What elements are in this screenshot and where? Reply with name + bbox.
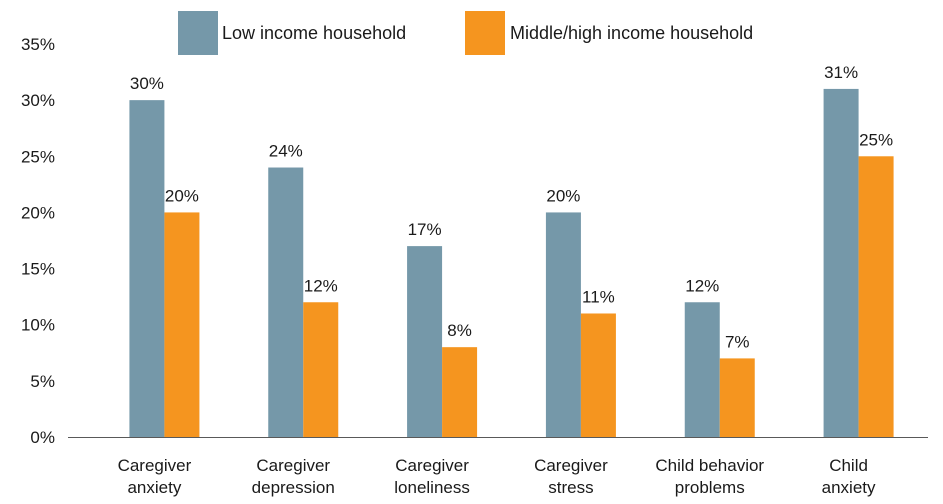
category-label: Child behavior bbox=[655, 456, 764, 475]
y-tick-label: 35% bbox=[21, 35, 55, 54]
data-label: 11% bbox=[582, 287, 615, 306]
legend-label: Low income household bbox=[222, 23, 406, 43]
category-label: Caregiver bbox=[534, 456, 608, 475]
category-label: Child bbox=[829, 456, 868, 475]
data-labels: 30% 20% 24% 12% 17% 8% 20% 11% 12% 7% 31% 25% bbox=[130, 63, 893, 351]
data-label: 24% bbox=[269, 142, 303, 161]
category-label: Caregiver bbox=[395, 456, 469, 475]
x-axis-labels: Caregiver anxiety Caregiver depression Careg… bbox=[118, 456, 876, 497]
data-label: 17% bbox=[408, 220, 442, 239]
bar-low-income bbox=[268, 167, 304, 437]
data-label: 12% bbox=[685, 276, 719, 295]
category-label: Caregiver bbox=[118, 456, 192, 475]
category-label: anxiety bbox=[127, 478, 181, 497]
data-label: 20% bbox=[546, 186, 580, 205]
bar-middle-high-income bbox=[164, 212, 200, 437]
bar-low-income bbox=[823, 88, 859, 438]
legend-label: Middle/high income household bbox=[510, 23, 753, 43]
category-label: anxiety bbox=[822, 478, 876, 497]
bar-middle-high-income bbox=[858, 156, 894, 438]
data-label: 31% bbox=[824, 63, 858, 82]
category-label: stress bbox=[548, 478, 593, 497]
y-tick-label: 25% bbox=[21, 147, 55, 166]
category-label: depression bbox=[252, 478, 335, 497]
bar-low-income bbox=[545, 212, 581, 437]
y-axis-ticks: 0% 5% 10% 15% 20% 25% 30% 35% bbox=[21, 35, 55, 447]
legend: Low income household Middle/high income h… bbox=[178, 11, 753, 55]
category-label: loneliness bbox=[394, 478, 470, 497]
bar-middle-high-income bbox=[303, 302, 339, 437]
data-label: 12% bbox=[304, 276, 338, 295]
bar-low-income bbox=[684, 302, 720, 437]
bars bbox=[129, 88, 894, 438]
bar-low-income bbox=[407, 246, 443, 437]
y-tick-label: 20% bbox=[21, 203, 55, 222]
y-tick-label: 30% bbox=[21, 91, 55, 110]
bar-middle-high-income bbox=[580, 313, 616, 437]
bar-middle-high-income bbox=[442, 347, 478, 437]
data-label: 25% bbox=[859, 130, 893, 149]
y-tick-label: 0% bbox=[30, 428, 55, 447]
data-label: 7% bbox=[725, 332, 750, 351]
data-label: 30% bbox=[130, 74, 164, 93]
y-tick-label: 5% bbox=[30, 372, 55, 391]
category-label: problems bbox=[675, 478, 745, 497]
legend-swatch bbox=[178, 11, 218, 55]
category-label: Caregiver bbox=[256, 456, 330, 475]
bar-middle-high-income bbox=[719, 358, 755, 437]
legend-swatch bbox=[465, 11, 505, 55]
bar-low-income bbox=[129, 100, 165, 438]
data-label: 20% bbox=[165, 186, 199, 205]
data-label: 8% bbox=[447, 321, 472, 340]
y-tick-label: 15% bbox=[21, 260, 55, 279]
y-tick-label: 10% bbox=[21, 316, 55, 335]
